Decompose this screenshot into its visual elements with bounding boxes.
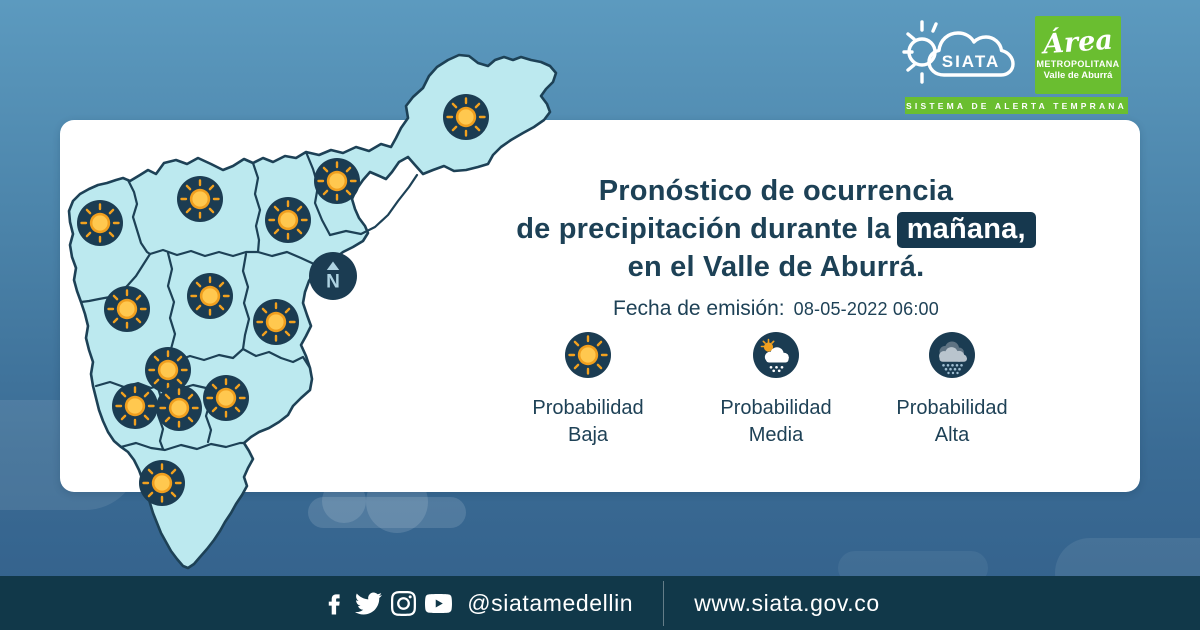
highlighted-word: mañana, [896,212,1036,248]
sun-icon [565,332,611,378]
forecast-sun-icon [77,200,123,246]
title-line-2: de precipitación durante la mañana, [452,210,1100,248]
forecast-sun-icon [203,375,249,421]
compass-north-label: N [326,272,340,293]
twitter-icon[interactable] [355,590,383,617]
social-handle[interactable]: @siatamedellin [467,589,634,616]
facebook-icon[interactable] [320,590,347,617]
sun-rain-cloud-icon [753,332,799,378]
forecast-sun-icon [156,385,202,431]
background-cloud-shape [308,471,466,533]
forecast-sun-icon [145,347,191,393]
forecast-sun-icon [177,176,223,222]
legend-label: Probabilidad Baja [532,397,644,446]
legend-label: Probabilidad Media [720,397,832,446]
rain-cloud-icon [929,332,975,378]
forecast-sun-icon [187,273,233,319]
amva-logo-area-text: Área [1042,24,1114,60]
legend-item-alta: Probabilidad Alta [852,332,1052,449]
alert-system-strip: SISTEMA DE ALERTA TEMPRANA [905,97,1128,114]
forecast-sun-icon [314,158,360,204]
north-arrow-icon [326,261,340,270]
amva-logo-metropolitana-text: METROPOLITANA [1036,58,1120,69]
forecast-sun-icon [112,383,158,429]
title-line-3: en el Valle de Aburrá. [627,251,925,283]
forecast-sun-icon [104,286,150,332]
youtube-icon[interactable] [425,590,453,617]
footer-bar: @siatamedellin www.siata.gov.co [0,576,1200,630]
forecast-sun-icon [443,94,489,140]
footer-divider [663,580,665,626]
title-line-1: Pronóstico de ocurrencia [598,175,954,207]
legend-item-baja: Probabilidad Baja [488,332,688,449]
amva-logo-valle-text: Valle de Aburrá [1043,69,1113,81]
forecast-sun-icon [265,197,311,243]
forecast-sun-icon [139,460,185,506]
header-logos: SIATA Área METROPOLITANA Valle de Aburrá… [898,8,1138,118]
title-block: Pronóstico de ocurrencia de precipitació… [452,172,1100,321]
emission-label: Fecha de emisión: [613,297,785,320]
forecast-sun-icon [253,299,299,345]
instagram-icon[interactable] [390,590,417,617]
siata-logo-text: SIATA [942,52,1000,71]
siata-logo: SIATA [902,20,1015,84]
north-compass: N [309,252,357,300]
emission-value: 08-05-2022 06:00 [793,299,939,319]
social-icons [320,590,453,617]
legend-item-media: Probabilidad Media [676,332,876,449]
amva-logo: Área METROPOLITANA Valle de Aburrá [1035,16,1121,94]
legend-label: Probabilidad Alta [896,397,1008,446]
website-link[interactable]: www.siata.gov.co [694,589,880,616]
emission-date-row: Fecha de emisión: 08-05-2022 06:00 [452,297,1100,321]
